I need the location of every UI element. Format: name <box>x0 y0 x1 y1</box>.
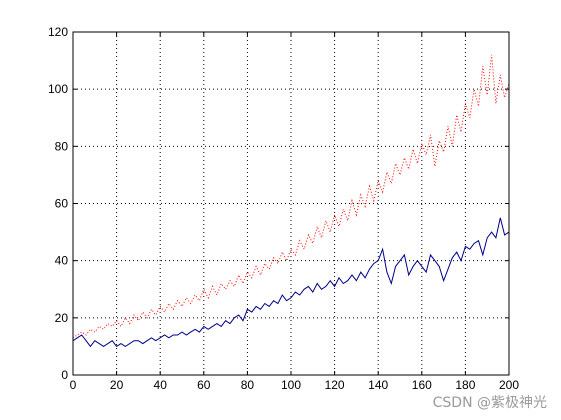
y-tick-label: 0 <box>61 368 68 382</box>
plot-area <box>73 32 509 375</box>
x-tick-label: 40 <box>154 378 168 392</box>
y-tick-label: 40 <box>55 254 69 268</box>
y-tick-label: 60 <box>55 197 69 211</box>
x-tick-label: 120 <box>325 378 345 392</box>
x-tick-label: 60 <box>197 378 211 392</box>
x-tick-label: 180 <box>455 378 475 392</box>
y-tick-label: 120 <box>48 25 68 39</box>
watermark-text: CSDN @紫极神光 <box>432 395 547 411</box>
x-tick-label: 200 <box>499 378 519 392</box>
x-tick-label: 20 <box>110 378 124 392</box>
x-tick-label: 0 <box>70 378 77 392</box>
x-tick-label: 160 <box>412 378 432 392</box>
x-tick-label: 100 <box>281 378 301 392</box>
x-tick-label: 140 <box>368 378 388 392</box>
x-tick-label: 80 <box>241 378 255 392</box>
y-tick-label: 80 <box>55 139 69 153</box>
y-tick-label: 100 <box>48 82 68 96</box>
y-tick-label: 20 <box>55 311 69 325</box>
series-line-2 <box>72 217 510 348</box>
